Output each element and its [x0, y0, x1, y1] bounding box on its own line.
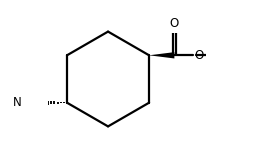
- Text: O: O: [170, 17, 179, 30]
- Text: N: N: [13, 96, 22, 109]
- Polygon shape: [149, 52, 174, 58]
- Text: O: O: [194, 49, 203, 62]
